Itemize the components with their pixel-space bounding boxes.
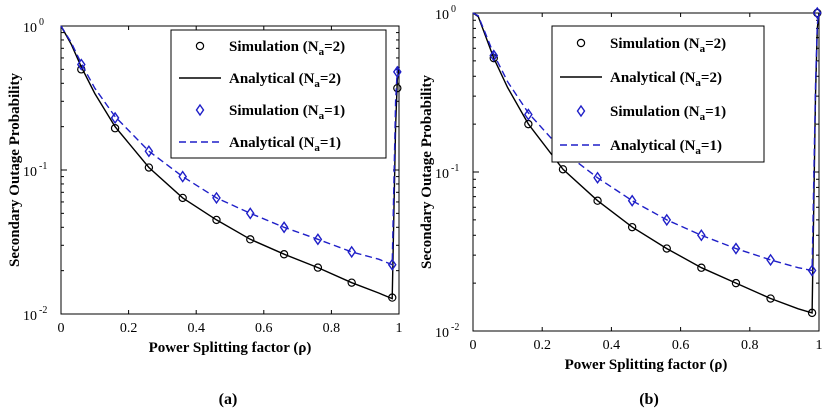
legend-label: Simulation (Na=2) — [229, 39, 345, 58]
y-axis-label: Secondary Outage Probability — [419, 75, 435, 269]
x-tick-label: 0 — [470, 338, 477, 353]
data-point-diamond — [178, 170, 188, 183]
y-tick-label: 10 — [435, 8, 449, 23]
legend-box — [551, 25, 765, 163]
data-point-circle — [662, 244, 671, 253]
y-tick-label: 10 — [435, 167, 449, 182]
data-point-circle — [558, 165, 568, 174]
series-line-1 — [60, 25, 400, 300]
data-point-diamond — [313, 233, 323, 246]
x-tick-label: 0.6 — [255, 321, 273, 336]
y-axis-label: Secondary Outage Probability — [7, 73, 23, 267]
x-axis-label: Power Splitting factor (ρ) — [565, 357, 728, 373]
data-point-diamond — [245, 207, 255, 220]
legend-label: Analytical (Na=1) — [229, 135, 341, 154]
data-point-diamond — [766, 253, 775, 267]
data-point-circle — [697, 263, 706, 272]
data-point-diamond — [593, 171, 602, 184]
data-point-circle — [246, 235, 255, 244]
x-tick-label: 0.2 — [533, 338, 551, 353]
x-tick-label: 1 — [816, 338, 823, 353]
data-point-circle — [279, 250, 289, 259]
data-point-diamond — [524, 108, 533, 121]
x-tick-label: 0.4 — [603, 338, 621, 353]
x-axis-label: Power Splitting factor (ρ) — [149, 340, 312, 356]
data-point-circle — [593, 196, 602, 205]
data-point-circle — [110, 124, 120, 133]
data-point-diamond — [731, 242, 741, 255]
legend-box — [170, 29, 387, 159]
y-tick-exponent: -1 — [451, 163, 459, 174]
data-point-circle — [144, 163, 154, 172]
y-tick-label: 10 — [23, 309, 37, 324]
y-tick-label: 10 — [23, 165, 37, 180]
data-point-diamond — [279, 221, 289, 234]
legend-label: Simulation (Na=2) — [610, 36, 726, 55]
legend-marker-circle — [195, 41, 205, 51]
series-line-3 — [472, 12, 820, 272]
data-point-circle — [178, 193, 187, 203]
y-tick-exponent: -2 — [451, 322, 459, 333]
data-point-circle — [766, 294, 775, 303]
x-tick-label: 0.4 — [187, 321, 205, 336]
legend-label: Analytical (Na=2) — [229, 71, 341, 90]
legend-label: Analytical (Na=2) — [610, 70, 722, 89]
data-point-diamond — [76, 58, 86, 71]
y-tick-exponent: 0 — [39, 17, 44, 28]
y-tick-label: 10 — [435, 326, 449, 341]
data-point-diamond — [392, 65, 402, 79]
x-tick-label: 0.8 — [741, 338, 759, 353]
legend: Simulation (Na=2) Analytical (Na=2) Simula… — [170, 29, 387, 159]
legend-marker-diamond — [195, 103, 205, 117]
y-tick-exponent: -2 — [39, 305, 47, 316]
data-point-circle — [313, 263, 323, 272]
x-tick-label: 0.2 — [120, 321, 138, 336]
data-point-diamond — [697, 229, 706, 242]
x-tick-label: 1 — [396, 321, 403, 336]
panel-caption: (b) — [639, 391, 659, 408]
legend-marker-diamond — [576, 104, 586, 118]
x-tick-label: 0.6 — [672, 338, 690, 353]
panel-caption: (a) — [219, 391, 238, 408]
series-line-3 — [60, 25, 400, 266]
legend-label: Simulation (Na=1) — [610, 104, 726, 123]
data-point-diamond — [807, 264, 817, 277]
data-point-diamond — [110, 111, 120, 125]
data-point-circle — [347, 278, 356, 287]
data-point-circle — [627, 222, 637, 232]
y-tick-exponent: 0 — [451, 4, 456, 15]
data-point-diamond — [347, 245, 357, 259]
legend: Simulation (Na=2) Analytical (Na=2) Simula… — [551, 25, 765, 163]
y-tick-exponent: -1 — [39, 161, 47, 172]
legend-label: Simulation (Na=1) — [229, 103, 345, 122]
data-point-diamond — [489, 49, 499, 62]
x-tick-label: 0 — [58, 321, 65, 336]
data-point-circle — [731, 278, 741, 288]
y-tick-label: 10 — [23, 21, 37, 36]
data-point-diamond — [144, 145, 154, 158]
legend-label: Analytical (Na=1) — [610, 138, 722, 157]
x-tick-label: 0.8 — [323, 321, 341, 336]
data-point-circle — [212, 215, 221, 225]
data-point-diamond — [627, 194, 637, 207]
legend-marker-circle — [576, 38, 586, 48]
data-point-diamond — [812, 6, 822, 20]
